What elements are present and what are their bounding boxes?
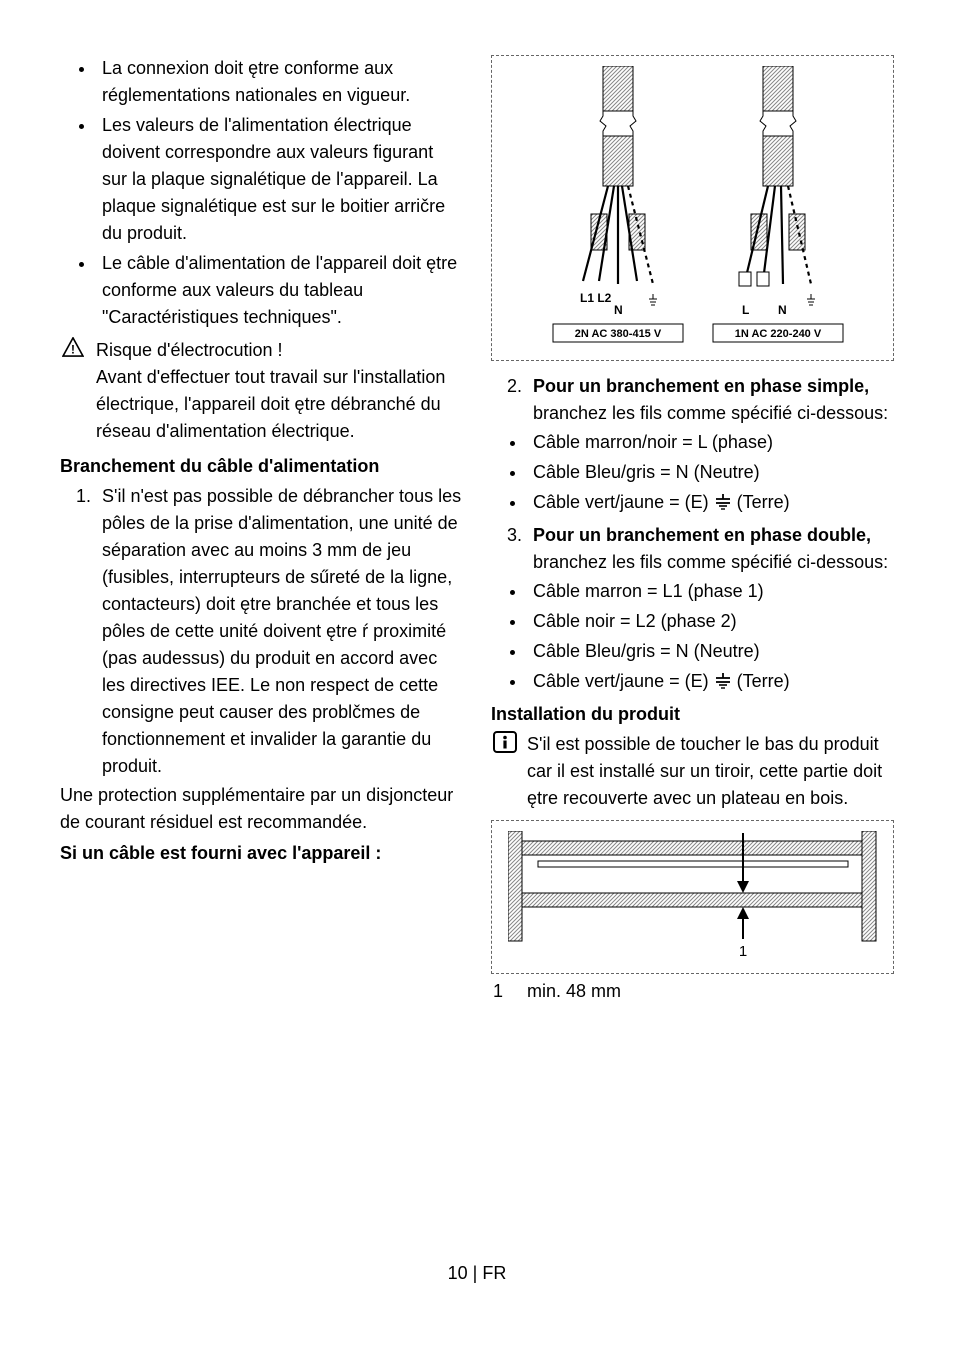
list-item: Câble marron/noir = L (phase) [527, 429, 894, 456]
list-item: Câble Bleu/gris = N (Neutre) [527, 459, 894, 486]
list-item: Pour un branchement en phase double, bra… [527, 522, 894, 576]
legend-number: 1 [493, 978, 513, 1005]
section-heading: Installation du produit [491, 701, 894, 728]
list-item: Câble marron = L1 (phase 1) [527, 578, 894, 605]
wiring-diagram: L1 L2 N [491, 55, 894, 361]
section-heading: Branchement du câble d'alimentation [60, 453, 463, 480]
right-column: L1 L2 N [491, 55, 894, 1235]
numbered-list: S'il n'est pas possible de débrancher to… [60, 483, 463, 780]
list-item: Les valeurs de l'alimentation électrique… [96, 112, 463, 247]
svg-text:!: ! [71, 342, 75, 356]
numbered-list-3: Pour un branchement en phase double, bra… [491, 522, 894, 576]
svg-text:1: 1 [738, 943, 746, 960]
svg-text:N: N [614, 303, 623, 317]
page-footer: 10 | FR [0, 1260, 954, 1287]
info-text: S'il est possible de toucher le bas du p… [527, 731, 894, 812]
diagram-box-label-2: 1N AC 220-240 V [734, 328, 821, 340]
list-item: Câble Bleu/gris = N (Neutre) [527, 638, 894, 665]
list-item: Câble noir = L2 (phase 2) [527, 608, 894, 635]
svg-text:L: L [742, 303, 749, 317]
list-item: Le câble d'alimentation de l'appareil do… [96, 250, 463, 331]
earth-icon [714, 673, 732, 693]
bullet-list: Câble marron/noir = L (phase) Câble Bleu… [491, 429, 894, 516]
warning-text: Risque d'électrocution ! Avant d'effectu… [96, 337, 463, 445]
diagram-box-label-1: 2N AC 380-415 V [574, 328, 661, 340]
bold-lead: Pour un branchement en phase double, [533, 525, 871, 545]
page: La connexion doit ętre conforme aux régl… [0, 0, 954, 1357]
installation-svg: 1 [508, 831, 878, 961]
installation-diagram: 1 [491, 820, 894, 974]
list-item: Câble vert/jaune = (E) (Terre) [527, 489, 894, 516]
list-item: Câble vert/jaune = (E) (Terre) [527, 668, 894, 695]
rest-text: branchez les fils comme spécifié ci-dess… [533, 552, 888, 572]
legend-text: min. 48 mm [527, 978, 621, 1005]
info-row: S'il est possible de toucher le bas du p… [491, 731, 894, 812]
list-item: La connexion doit ętre conforme aux régl… [96, 55, 463, 109]
svg-text:N: N [778, 303, 787, 317]
section-heading-bold: Si un câble est fourni avec l'appareil : [60, 840, 463, 867]
warning-row: ! Risque d'électrocution ! Avant d'effec… [60, 337, 463, 445]
bullet-list: La connexion doit ętre conforme aux régl… [60, 55, 463, 331]
rest-text: branchez les fils comme spécifié ci-dess… [533, 403, 888, 423]
warning-triangle-icon: ! [62, 337, 96, 357]
bullet-list: Câble marron = L1 (phase 1) Câble noir =… [491, 578, 894, 695]
info-icon [493, 731, 527, 753]
bold-lead: Pour un branchement en phase simple, [533, 376, 869, 396]
wiring-svg: L1 L2 N [513, 66, 873, 346]
left-column: La connexion doit ętre conforme aux régl… [60, 55, 463, 1235]
diagram-legend: 1 min. 48 mm [493, 978, 894, 1005]
svg-text:L1 L2: L1 L2 [580, 291, 612, 305]
list-item: S'il n'est pas possible de débrancher to… [96, 483, 463, 780]
paragraph: Une protection supplémentaire par un dis… [60, 782, 463, 836]
list-item: Pour un branchement en phase simple, bra… [527, 373, 894, 427]
two-column-layout: La connexion doit ętre conforme aux régl… [60, 55, 894, 1235]
earth-icon [714, 494, 732, 514]
numbered-list-2: Pour un branchement en phase simple, bra… [491, 373, 894, 427]
